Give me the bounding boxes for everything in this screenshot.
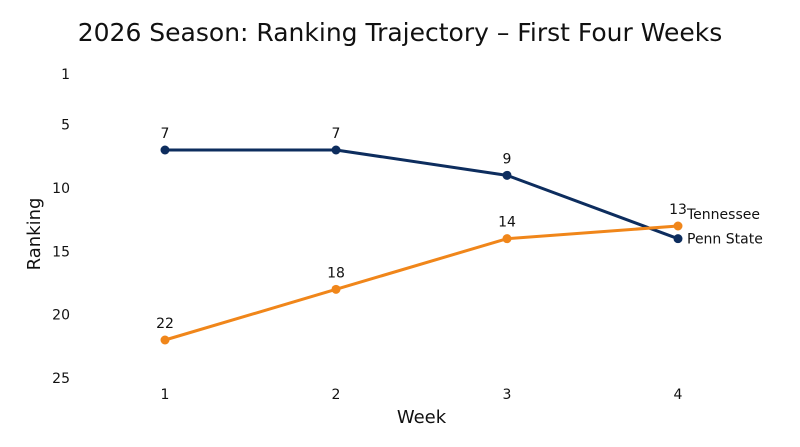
data-label: 7 [161, 126, 170, 142]
series-line [163, 148, 680, 241]
data-label: 22 [156, 316, 174, 332]
series-name-label: Penn State [687, 232, 763, 248]
x-tick-label: 1 [161, 387, 170, 403]
data-point [673, 234, 683, 244]
data-point [160, 335, 170, 345]
data-label: 9 [503, 151, 512, 167]
y-tick-label: 15 [52, 244, 70, 260]
y-tick-label: 10 [52, 181, 70, 197]
series-line [163, 224, 680, 342]
y-tick-label: 5 [61, 118, 70, 134]
series-name-label: Tennessee [686, 207, 760, 223]
x-tick-label: 2 [332, 387, 341, 403]
y-axis-label: Ranking [24, 198, 45, 271]
data-label: 18 [327, 265, 345, 281]
series-layer: 7 7 9 Penn State 22 18 14 13 Tennessee [156, 126, 763, 345]
data-point [331, 145, 341, 155]
data-label: 14 [498, 215, 516, 231]
y-tick-label: 20 [52, 308, 70, 324]
data-point [673, 221, 683, 231]
y-tick-label: 25 [52, 371, 70, 387]
x-tick-label: 3 [503, 387, 512, 403]
x-axis-ticks: 1 2 3 4 [161, 387, 683, 403]
chart-title: 2026 Season: Ranking Trajectory – First … [77, 18, 723, 47]
data-label: 13 [669, 202, 687, 218]
series-tennessee: 22 18 14 13 Tennessee [156, 202, 760, 345]
data-point [502, 170, 512, 180]
data-point [502, 234, 512, 244]
data-label: 7 [332, 126, 341, 142]
data-point [160, 145, 170, 155]
x-axis-label: Week [397, 407, 447, 428]
series-penn-state: 7 7 9 Penn State [160, 126, 763, 248]
y-tick-label: 1 [61, 67, 70, 83]
data-point [331, 284, 341, 294]
x-tick-label: 4 [674, 387, 683, 403]
